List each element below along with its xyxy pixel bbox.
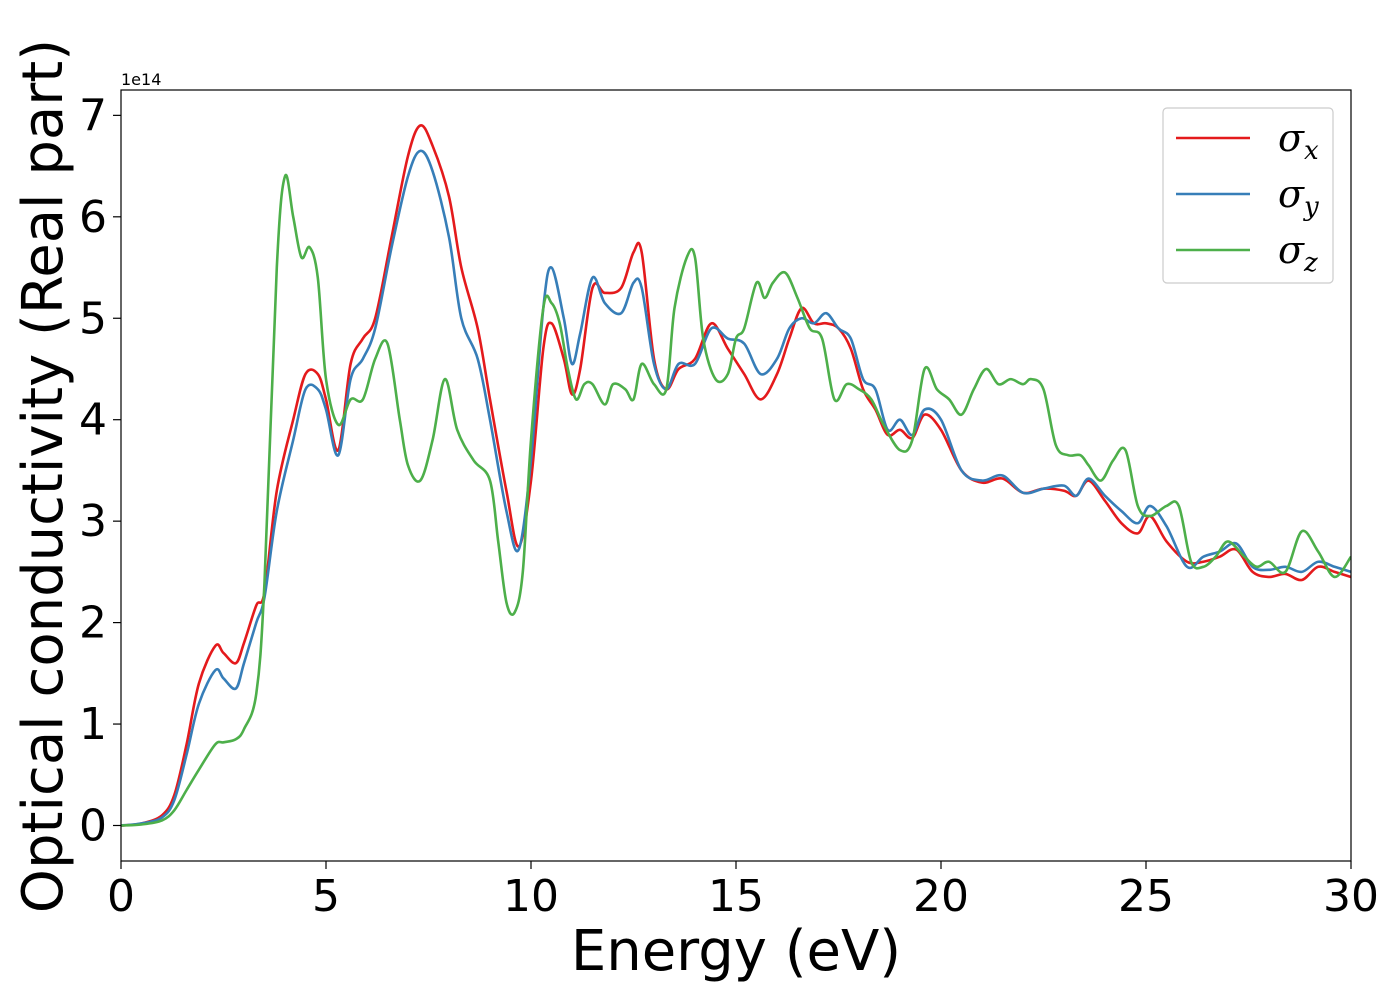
series-layer xyxy=(121,124,1351,827)
y-axis-title: Optical conductivity (Real part) xyxy=(11,39,76,913)
series-line-sigma-y xyxy=(121,149,1351,827)
y-tick-label: 4 xyxy=(79,395,107,446)
x-tick-label: 5 xyxy=(312,871,340,922)
x-tick-label: 15 xyxy=(708,871,764,922)
x-axis: 0 5 10 15 20 25 30 xyxy=(107,861,1379,922)
plot-area-background xyxy=(121,90,1351,861)
legend: σx σy σz xyxy=(1162,107,1334,284)
x-axis-title: Energy (eV) xyxy=(571,919,901,984)
x-tick-label: 10 xyxy=(503,871,559,922)
y-tick-label: 1 xyxy=(79,699,107,750)
x-tick-label: 30 xyxy=(1323,871,1379,922)
y-tick-label: 6 xyxy=(79,192,107,243)
legend-label-sigma-y: σy xyxy=(1278,172,1319,222)
series-line-sigma-z xyxy=(121,173,1351,827)
y-axis: 0 1 2 3 4 5 6 7 xyxy=(79,90,121,851)
y-tick-label: 7 xyxy=(79,90,107,141)
legend-label-sigma-x: σx xyxy=(1278,116,1319,166)
legend-frame xyxy=(1162,107,1334,284)
y-tick-label: 5 xyxy=(79,293,107,344)
x-tick-label: 20 xyxy=(913,871,969,922)
y-offset-label: 1e14 xyxy=(121,70,161,89)
y-tick-label: 0 xyxy=(79,800,107,851)
y-tick-label: 3 xyxy=(79,496,107,547)
y-tick-label: 2 xyxy=(79,598,107,649)
x-tick-label: 25 xyxy=(1118,871,1174,922)
legend-label-sigma-z: σz xyxy=(1278,228,1318,278)
x-tick-label: 0 xyxy=(107,871,135,922)
